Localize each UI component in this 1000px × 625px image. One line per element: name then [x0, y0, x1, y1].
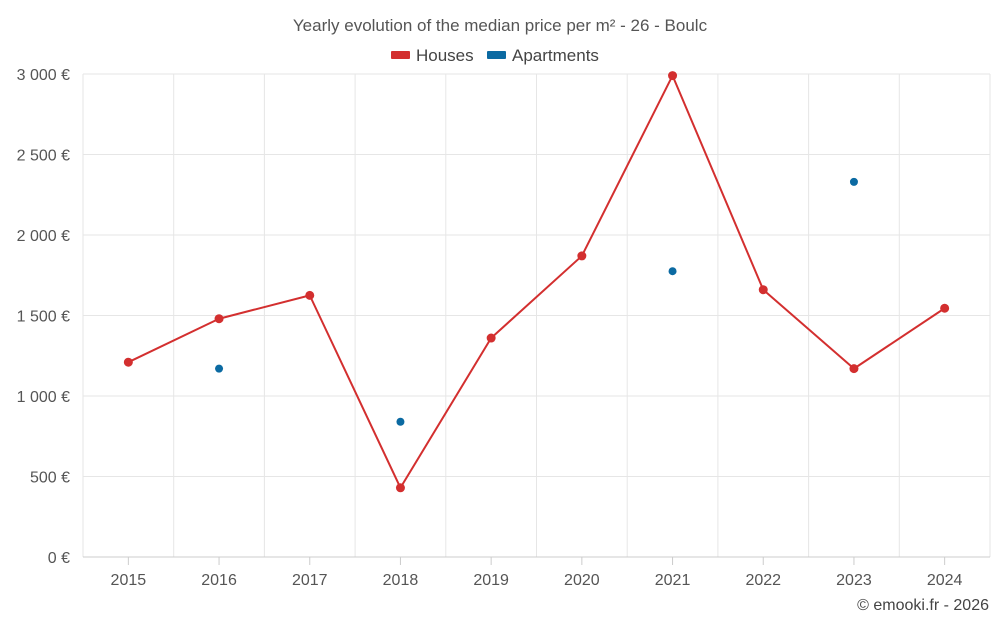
x-tick-label: 2023 — [836, 572, 872, 589]
x-tick-label: 2015 — [111, 572, 147, 589]
x-tick-label: 2019 — [473, 572, 509, 589]
x-tick-label: 2021 — [655, 572, 691, 589]
x-tick-label: 2017 — [292, 572, 328, 589]
series-apartments — [215, 177, 858, 426]
x-axis: 2015 2016 2017 2018 2019 2020 2021 2022 2023 2024 — [83, 556, 990, 589]
legend-swatch-houses — [391, 51, 410, 59]
y-tick-label: 2 000 € — [17, 228, 70, 245]
data-point-houses — [395, 483, 405, 493]
x-tick-label: 2022 — [745, 572, 781, 589]
legend-swatch-apartments — [487, 51, 506, 59]
x-tick-label: 2024 — [927, 572, 963, 589]
data-point-houses — [940, 303, 950, 313]
legend-label-houses[interactable]: Houses — [416, 46, 474, 65]
y-tick-label: 0 € — [48, 550, 70, 567]
data-point-houses — [849, 364, 859, 374]
grid — [82, 73, 991, 557]
chart-title: Yearly evolution of the median price per… — [293, 16, 708, 35]
credit-text: © emooki.fr - 2026 — [857, 597, 989, 614]
data-point-apartments — [668, 267, 677, 276]
data-point-houses — [214, 314, 224, 324]
y-axis: 0 € 500 € 1 000 € 1 500 € 2 000 € 2 500 € 3 00… — [17, 67, 70, 567]
data-point-houses — [577, 251, 587, 261]
series-houses — [123, 71, 950, 493]
data-point-apartments — [215, 364, 224, 373]
y-tick-label: 1 000 € — [17, 389, 70, 406]
y-tick-label: 2 500 € — [17, 148, 70, 165]
y-tick-label: 500 € — [30, 470, 70, 487]
legend-label-apartments[interactable]: Apartments — [512, 46, 599, 65]
data-point-apartments — [396, 417, 405, 426]
y-tick-label: 3 000 € — [17, 67, 70, 84]
data-point-houses — [758, 285, 768, 295]
data-point-houses — [668, 71, 678, 81]
data-point-houses — [305, 290, 315, 300]
y-tick-label: 1 500 € — [17, 309, 70, 326]
x-tick-label: 2016 — [201, 572, 237, 589]
data-point-apartments — [849, 177, 858, 186]
series — [123, 71, 950, 493]
x-tick-label: 2018 — [383, 572, 419, 589]
data-point-houses — [123, 357, 133, 367]
data-point-houses — [486, 333, 496, 343]
legend: Houses Apartments — [391, 46, 599, 65]
x-tick-label: 2020 — [564, 572, 600, 589]
series-line-houses — [127, 74, 946, 489]
